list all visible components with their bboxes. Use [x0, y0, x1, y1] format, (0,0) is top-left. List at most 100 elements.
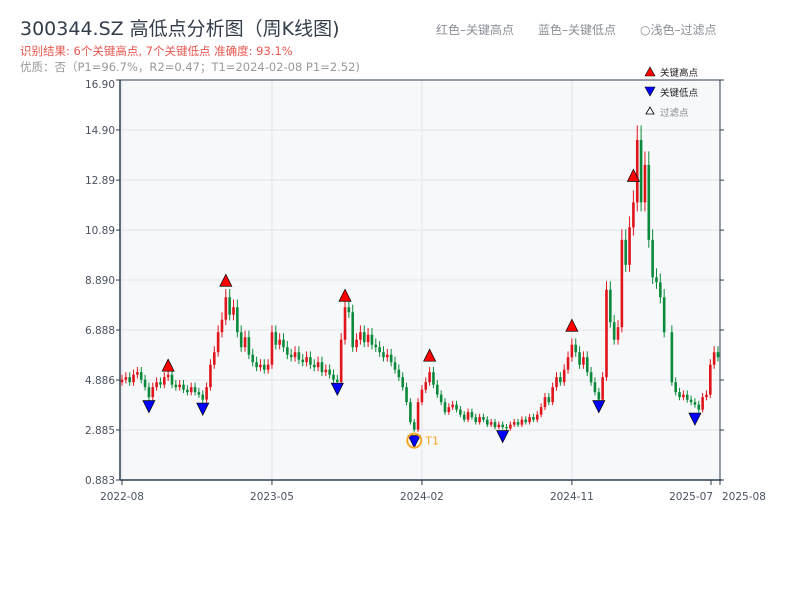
candle-body — [459, 409, 462, 415]
candle-body — [466, 412, 470, 420]
candle-body — [201, 394, 205, 400]
candle-body — [509, 424, 512, 429]
legend-filtered-note: ○浅色–过滤点 — [640, 23, 717, 37]
candle-body — [489, 422, 493, 425]
candle-body — [570, 344, 574, 358]
candle-body — [178, 384, 181, 388]
key-low-marker — [592, 400, 606, 414]
candle-body — [382, 352, 385, 358]
candle-body — [159, 382, 162, 385]
candle-body — [336, 379, 339, 383]
candle-body — [643, 164, 647, 203]
candle-body — [516, 422, 520, 425]
key-high-marker — [338, 288, 352, 302]
candle-body — [455, 404, 458, 410]
candle-body — [289, 354, 293, 358]
candle-body — [359, 332, 362, 340]
t1-highlight-circle — [406, 432, 423, 449]
candle-body — [286, 347, 289, 355]
key-low-marker — [688, 412, 702, 426]
candle-body — [462, 414, 466, 420]
y-tick-label: 0.883 — [85, 475, 115, 487]
candle-body — [543, 397, 547, 408]
x-tick-label: 2024-02 — [400, 491, 444, 503]
key-high-marker — [219, 273, 233, 287]
candle-body — [370, 334, 374, 345]
candle-body — [424, 382, 428, 390]
legend-high-note: 红色–关键高点 — [436, 23, 515, 37]
legend-high-icon — [644, 66, 656, 77]
candle-body — [524, 419, 528, 423]
candle-body — [512, 422, 516, 425]
key-high-marker — [626, 168, 640, 182]
legend-low-icon — [644, 86, 656, 97]
candle-body — [301, 359, 305, 363]
candle-body — [578, 352, 581, 365]
candle-body — [224, 297, 228, 320]
candle-body — [478, 417, 481, 423]
candle-body — [393, 362, 397, 370]
candle-body — [409, 402, 412, 423]
legend-low-note: 蓝色–关键低点 — [538, 23, 617, 37]
candle-body — [278, 339, 281, 345]
candle-body — [128, 377, 131, 383]
candle-body — [712, 352, 716, 365]
chart-title: 300344.SZ 高低点分析图（周K线图) — [20, 18, 340, 40]
candle-body — [293, 352, 297, 358]
candle-body — [632, 202, 635, 228]
candle-body — [332, 374, 335, 380]
candle-body — [447, 407, 451, 413]
candle-body — [635, 139, 639, 203]
candle-body — [389, 354, 393, 363]
y-tick-label: 10.89 — [85, 225, 115, 237]
candle-body — [328, 369, 331, 375]
candle-body — [505, 427, 508, 429]
candle-body — [162, 377, 166, 385]
candle-body — [716, 352, 720, 358]
x-tick-label: 2025-08 — [722, 491, 766, 503]
candle-body — [143, 379, 147, 388]
legend-low-label: 关键低点 — [660, 87, 699, 99]
candle-body — [432, 372, 435, 385]
candle-body — [355, 339, 358, 348]
x-tick-label: 2025-07 — [669, 491, 713, 503]
key-high-marker — [161, 358, 175, 372]
candle-body — [451, 404, 454, 408]
candle-body — [378, 347, 381, 353]
candle-body — [482, 417, 485, 420]
candle-body — [574, 344, 578, 353]
candle-body — [597, 392, 601, 400]
candle-body — [266, 364, 270, 370]
candle-body — [709, 364, 712, 395]
candle-body — [216, 332, 220, 353]
candle-body — [655, 277, 658, 283]
candle-body — [566, 357, 570, 370]
candle-body — [232, 307, 235, 315]
candle-body — [197, 392, 201, 395]
candle-body — [366, 334, 370, 343]
candle-body — [374, 344, 378, 348]
candle-body — [212, 352, 216, 365]
legend-filtered-icon — [645, 106, 655, 115]
candle-body — [136, 372, 139, 375]
candle-body — [312, 364, 316, 368]
candle-body — [501, 424, 504, 428]
candle-body — [155, 382, 158, 388]
y-tick-label: 8.890 — [85, 275, 115, 287]
candle-body — [670, 332, 674, 383]
candle-body — [274, 332, 278, 345]
candle-body — [247, 337, 251, 355]
candle-body — [474, 417, 478, 423]
candle-body — [320, 362, 324, 373]
candle-body — [412, 422, 416, 430]
candle-body — [316, 362, 320, 368]
candle-body — [305, 357, 308, 363]
candle-body — [174, 384, 178, 388]
key-low-marker — [142, 400, 156, 414]
candle-body — [339, 339, 343, 383]
candle-body — [701, 397, 704, 410]
y-tick-label: 4.886 — [85, 375, 115, 387]
candle-body — [609, 289, 612, 323]
candle-body — [562, 369, 566, 383]
